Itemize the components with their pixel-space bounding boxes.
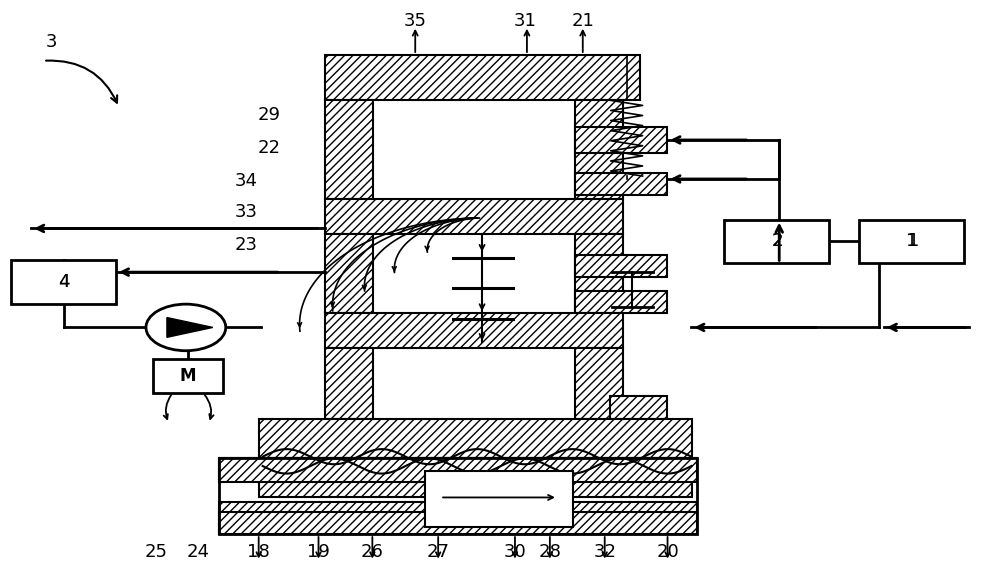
Text: 18: 18 xyxy=(247,543,270,560)
Circle shape xyxy=(146,304,226,351)
Text: 2: 2 xyxy=(771,232,783,250)
Text: 26: 26 xyxy=(361,543,384,560)
Bar xyxy=(259,477,692,497)
Text: 30: 30 xyxy=(504,543,526,560)
Text: 20: 20 xyxy=(656,543,679,560)
Text: 34: 34 xyxy=(234,172,257,190)
Text: 1: 1 xyxy=(906,232,918,250)
Bar xyxy=(325,348,373,419)
Bar xyxy=(325,234,373,313)
Text: 22: 22 xyxy=(257,139,280,157)
Bar xyxy=(219,502,697,534)
Bar xyxy=(575,234,623,313)
Bar xyxy=(575,126,667,153)
Text: M: M xyxy=(180,367,196,385)
Text: 2: 2 xyxy=(771,232,783,250)
Bar xyxy=(724,220,829,263)
Bar xyxy=(325,101,373,199)
Text: 25: 25 xyxy=(144,543,167,560)
Bar xyxy=(575,348,623,419)
Text: 4: 4 xyxy=(58,273,70,291)
Text: 24: 24 xyxy=(186,543,209,560)
Text: 28: 28 xyxy=(538,543,561,560)
Text: 31: 31 xyxy=(513,12,536,30)
Text: 3: 3 xyxy=(46,33,57,51)
Bar xyxy=(575,173,667,195)
Bar xyxy=(11,260,116,304)
Bar xyxy=(425,472,573,526)
Bar xyxy=(575,101,623,199)
Text: 19: 19 xyxy=(307,543,330,560)
Bar xyxy=(575,254,667,277)
Bar xyxy=(859,220,964,263)
Polygon shape xyxy=(167,318,213,338)
Bar xyxy=(219,512,697,534)
Bar xyxy=(325,199,623,234)
Bar xyxy=(325,55,640,101)
Text: 21: 21 xyxy=(571,12,594,30)
Bar xyxy=(259,419,692,459)
Bar xyxy=(219,459,697,481)
Bar xyxy=(153,359,223,393)
Bar xyxy=(219,459,697,480)
Text: 4: 4 xyxy=(58,273,70,291)
Text: 29: 29 xyxy=(257,106,280,124)
Text: 23: 23 xyxy=(234,236,257,254)
Bar xyxy=(219,459,697,534)
Bar xyxy=(610,396,667,419)
Text: 27: 27 xyxy=(427,543,450,560)
Text: 33: 33 xyxy=(234,203,257,221)
Text: 35: 35 xyxy=(404,12,427,30)
Bar xyxy=(575,291,667,313)
Text: 1: 1 xyxy=(908,232,920,250)
Bar xyxy=(219,459,697,534)
Text: 32: 32 xyxy=(593,543,616,560)
Bar xyxy=(325,313,623,348)
